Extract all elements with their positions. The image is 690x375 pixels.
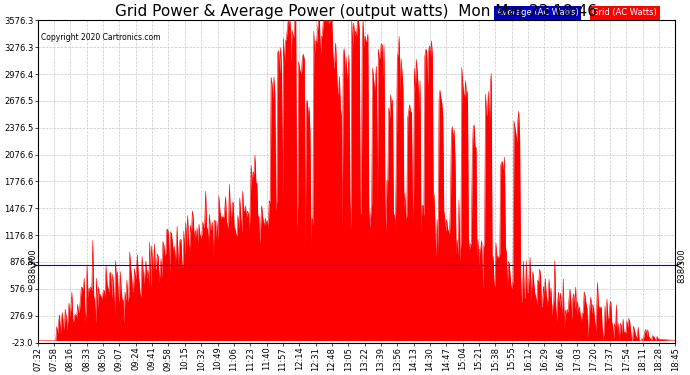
Text: Average (AC Watts): Average (AC Watts)	[497, 8, 578, 17]
Title: Grid Power & Average Power (output watts)  Mon Mar 23 18:46: Grid Power & Average Power (output watts…	[115, 4, 598, 19]
Text: 838.300: 838.300	[677, 248, 686, 283]
Text: Copyright 2020 Cartronics.com: Copyright 2020 Cartronics.com	[41, 33, 160, 42]
Text: Grid (AC Watts): Grid (AC Watts)	[592, 8, 657, 17]
Text: 838.300: 838.300	[29, 248, 38, 283]
